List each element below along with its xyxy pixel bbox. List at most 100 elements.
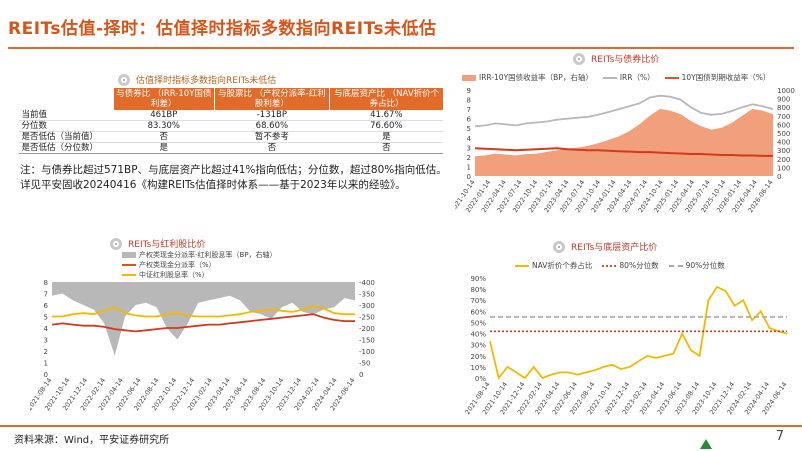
y2-tick-label: -350: [359, 291, 375, 299]
legend-item: IRR（%）: [602, 72, 655, 83]
table-header-cell: [18, 88, 114, 110]
y-tick-label: 2: [467, 154, 471, 162]
legend-swatch: [602, 76, 617, 79]
legend-label: 中证红利股息率（%）: [139, 271, 209, 279]
y-tick-label: 70%: [470, 297, 486, 305]
target-icon: [553, 240, 565, 253]
y-tick-label: 3: [467, 144, 471, 152]
series-line: [52, 305, 355, 318]
y-tick-label: 0%: [475, 375, 486, 383]
y2-tick-label: -150: [359, 337, 375, 345]
y-tick-label: 80%: [470, 286, 486, 294]
table-subtitle-text: 估值择时指标多数指向REITs未低估: [136, 76, 277, 86]
y2-tick-label: 300: [777, 147, 790, 155]
legend-item: 80%分位数: [602, 260, 659, 271]
series-line: [51, 313, 355, 333]
table-cell: 是: [329, 131, 443, 143]
title-divider: [8, 47, 794, 49]
y2-tick-label: -250: [359, 314, 375, 322]
legend-swatch: [515, 264, 529, 267]
y2-tick-label: -200: [359, 325, 375, 333]
legend-swatch: [122, 274, 136, 276]
legend-swatch: [602, 264, 617, 267]
header-stock: 与股票比 （产权分派率-红利股利差）: [217, 89, 326, 109]
footer-source: 资料来源：Wind，平安证券研究所: [14, 435, 170, 446]
table-cell: 否: [214, 142, 330, 154]
y2-tick-label: -50: [359, 360, 370, 368]
table-cell: 83.30%: [113, 120, 215, 132]
legend-swatch: [462, 74, 476, 81]
y-tick-label: 6: [467, 116, 472, 124]
table-cell: 76.60%: [329, 120, 443, 132]
y-tick-label: 9: [467, 87, 471, 95]
table-cell: 暂不参考: [214, 131, 330, 143]
legend-item: 产权类现金分派率-红利股息率（BP，右轴）: [122, 250, 277, 260]
y2-tick-label: 0: [359, 371, 363, 379]
table-row: 当前值 461BP -131BP 41.67%: [18, 110, 443, 121]
table-header-cell: 与底层资产比 （NAV折价个券占比）: [329, 88, 443, 110]
table-header-cell: 与债券比 （IRR-10Y国债利差）: [113, 88, 215, 110]
y2-tick-label: 1000: [777, 87, 795, 95]
table-header-cell: 与股票比 （产权分派率-红利股利差）: [213, 88, 330, 110]
series-line: [474, 94, 774, 128]
y2-tick-label: 800: [777, 104, 790, 112]
target-icon: [110, 237, 122, 250]
page-number: 7: [775, 429, 784, 444]
y2-tick-label: -300: [359, 302, 375, 310]
page-title: REITs估值-择时：估值择时指标多数指向REITs未低估: [8, 19, 437, 39]
chart3-title-text: REITs与底层资产比价: [571, 243, 658, 253]
chart2-title: REITs与红利股比价: [110, 237, 205, 250]
y-tick-label: 1: [467, 163, 471, 171]
target-icon: [573, 52, 585, 65]
y-tick-label: 4: [44, 325, 49, 333]
y-tick-label: 1: [44, 360, 48, 368]
table-cell: -131BP: [214, 110, 330, 121]
chart3-title: REITs与底层资产比价: [553, 240, 657, 253]
table-note: 注：与债券比超过571BP、与底层资产比超过41%指向低估；分位数，超过80%指…: [20, 164, 447, 191]
y-tick-label: 4: [467, 135, 472, 143]
chart1-title: REITs与债券比价: [573, 52, 659, 65]
y-tick-label: 8: [467, 97, 471, 105]
header-bond-line1: 与债券比 （IRR-10Y国债利差）: [116, 89, 212, 109]
tree-logo-icon: [700, 439, 712, 449]
y-tick-label: 20%: [470, 353, 486, 361]
y2-tick-label: 700: [777, 113, 790, 121]
legend-label: 80%分位数: [619, 261, 659, 270]
y-tick-label: 5: [44, 314, 48, 322]
y2-tick-label: 0: [777, 173, 781, 181]
y-tick-label: 6: [44, 302, 49, 310]
legend-item: 中证红利股息率（%）: [122, 270, 277, 280]
y-tick-label: 5: [467, 125, 471, 133]
legend-item: 产权类现金分派率（%）: [122, 260, 277, 270]
table-cell: 是否低估（分位数）: [18, 142, 114, 154]
table-cell: 41.67%: [329, 110, 443, 121]
y2-tick-label: 200: [777, 156, 790, 164]
table-subtitle: 估值择时指标多数指向REITs未低估: [118, 73, 276, 86]
y2-tick-label: 100: [777, 164, 790, 172]
legend-item: IRR-10Y国债收益率（BP，右轴）: [462, 72, 593, 83]
table-row: 是否低估（当前值）否暂不参考是: [18, 131, 443, 143]
chart1-title-text: REITs与债券比价: [591, 55, 660, 65]
series-line: [474, 147, 773, 157]
legend-item: 90%分位数: [668, 260, 725, 271]
legend-swatch: [668, 264, 683, 267]
y-tick-label: 40%: [470, 331, 486, 339]
y-tick-label: 50%: [470, 319, 486, 327]
y2-tick-label: -100: [359, 348, 375, 356]
legend-swatch: [664, 76, 679, 79]
legend-label: NAV折价个券占比: [532, 261, 593, 270]
y-tick-label: 8: [44, 279, 48, 287]
footer-divider: [0, 425, 802, 427]
y2-tick-label: 600: [777, 121, 790, 129]
legend-label: 产权类现金分派率-红利股息率（BP，右轴）: [139, 251, 277, 259]
legend-swatch: [122, 264, 136, 266]
chart-stock-comparison: 0 1 2 3 4 5 6 7 8 0 -50 -100 -150 -200 -250 -300 -350 -40…: [30, 279, 375, 412]
y-tick-label: 2: [44, 348, 48, 356]
legend-item: NAV折价个券占比: [515, 260, 592, 271]
y-tick-label: 60%: [470, 308, 486, 316]
header-asset: 与底层资产比 （NAV折价个券占比）: [333, 89, 440, 109]
y-tick-label: 10%: [470, 364, 486, 372]
chart1-legend: IRR-10Y国债收益率（BP，右轴） IRR（%） 10Y国债到期收益率（%）: [462, 72, 770, 83]
y-tick-label: 0: [44, 371, 48, 379]
series-area: [475, 108, 773, 176]
